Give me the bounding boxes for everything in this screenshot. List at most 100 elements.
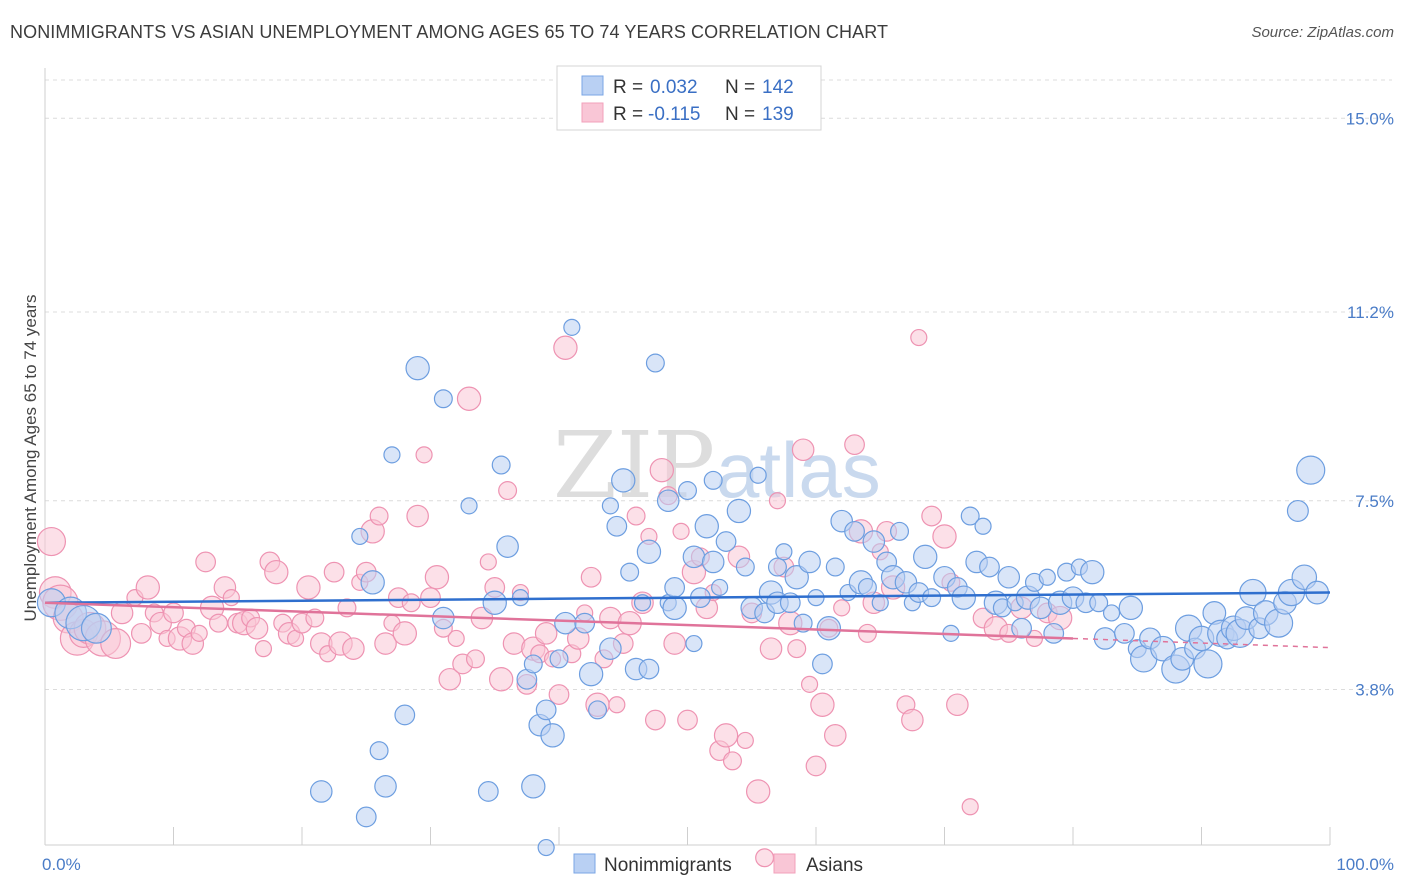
legend-r-label-nonimmigrants: R =	[613, 77, 643, 98]
asians-point	[755, 848, 775, 868]
nonimmigrants-trend-line	[44, 591, 1331, 604]
asians-point	[768, 492, 787, 510]
asians-point	[534, 622, 558, 645]
y-tick-label: 11.2%	[1347, 303, 1394, 322]
nonimmigrants-point	[798, 550, 821, 574]
y-tick-labels: 3.8% 7.5% 11.2% 15.0%	[1346, 109, 1394, 699]
nonimmigrants-point	[405, 355, 430, 381]
asians-point	[810, 692, 835, 717]
y-tick-label: 7.5%	[1355, 492, 1394, 511]
asians-point	[420, 587, 441, 609]
nonimmigrants-point	[749, 466, 767, 484]
asians-point	[759, 637, 783, 660]
y-tick-label: 3.8%	[1355, 680, 1394, 699]
nonimmigrants-point	[374, 775, 397, 798]
nonimmigrants-point	[599, 637, 622, 660]
nonimmigrants-point	[482, 590, 507, 615]
nonimmigrants-point	[588, 700, 608, 720]
nonimmigrants-point	[1113, 622, 1135, 644]
y-axis-label: Unemployment Among Ages 65 to 74 years	[21, 295, 40, 622]
nonimmigrants-point	[537, 838, 555, 857]
watermark-zip: ZIP	[553, 412, 715, 519]
nonimmigrants-point	[563, 318, 581, 336]
asians-point	[644, 709, 666, 731]
asians-point	[787, 639, 807, 659]
nonimmigrants-point	[685, 634, 703, 653]
nonimmigrants-point	[80, 612, 112, 644]
asians-point	[323, 561, 345, 583]
nonimmigrants-point	[1093, 627, 1117, 650]
nonimmigrants-point	[477, 781, 499, 802]
nonimmigrants-point	[351, 527, 369, 546]
asians-point	[190, 624, 208, 642]
nonimmigrants-point	[636, 539, 662, 564]
nonimmigrants-point	[784, 565, 809, 590]
nonimmigrants-point	[620, 562, 640, 582]
nonimmigrants-point	[682, 545, 706, 569]
nonimmigrants-point	[703, 470, 723, 490]
nonimmigrants-point	[701, 550, 725, 574]
legend-r-value-asians: -0.115	[648, 104, 700, 125]
asians-point	[456, 386, 482, 411]
nonimmigrants-point	[913, 544, 938, 570]
asians-point	[663, 632, 686, 655]
asians-point	[580, 566, 602, 588]
axes	[44, 68, 1331, 846]
asians-point	[677, 709, 698, 731]
series-legend: Nonimmigrants Asians	[573, 853, 863, 876]
nonimmigrants-point	[1043, 622, 1065, 644]
nonimmigrants-point	[360, 570, 385, 595]
nonimmigrants-point	[715, 531, 737, 552]
nonimmigrants-points	[36, 318, 1330, 857]
asians-point	[222, 589, 240, 607]
nonimmigrants-point	[606, 515, 628, 537]
asians-point	[932, 524, 957, 549]
asians-point	[305, 608, 325, 628]
x-tick-label-min: 0.0%	[42, 855, 81, 874]
nonimmigrants-point	[523, 654, 543, 674]
legend-n-value-asians: 139	[762, 104, 794, 125]
asians-point	[245, 616, 269, 640]
nonimmigrants-point	[645, 353, 665, 373]
y-tick-label: 15.0%	[1346, 109, 1394, 128]
asians-point	[488, 667, 514, 692]
nonimmigrants-point	[383, 446, 401, 464]
nonimmigrants-point	[549, 649, 569, 669]
nonimmigrants-point	[540, 723, 565, 748]
nonimmigrants-point	[1286, 499, 1309, 522]
asians-point	[736, 731, 754, 750]
asians-point	[374, 632, 397, 655]
nonimmigrants-point	[611, 468, 636, 493]
asians-point	[465, 649, 485, 669]
legend-r-value-nonimmigrants: 0.032	[650, 77, 698, 98]
legend-swatch-asians	[581, 102, 604, 123]
asians-point	[208, 613, 228, 633]
nonimmigrants-point	[677, 481, 697, 501]
nonimmigrants-point	[369, 741, 389, 761]
asians-point	[910, 328, 928, 347]
asians-point	[672, 522, 690, 540]
asians-point	[961, 798, 979, 816]
nonimmigrants-point	[433, 389, 453, 409]
asians-point	[406, 504, 429, 528]
nonimmigrants-point	[812, 653, 833, 675]
nonimmigrants-point	[951, 585, 976, 610]
asians-point	[424, 565, 450, 590]
nonimmigrants-point	[355, 806, 377, 828]
chart-title: NONIMMIGRANTS VS ASIAN UNEMPLOYMENT AMON…	[10, 22, 889, 42]
nonimmigrants-point	[638, 658, 660, 680]
asians-point	[901, 708, 924, 732]
trend-lines	[44, 591, 1331, 649]
asians-trend-extension	[1072, 637, 1331, 649]
nonimmigrants-point	[857, 577, 877, 597]
nonimmigrants-point	[997, 565, 1021, 589]
asians-trend-line	[44, 601, 1074, 640]
nonimmigrants-point	[775, 543, 793, 561]
asians-point	[438, 667, 462, 691]
nonimmigrants-point	[1150, 635, 1176, 662]
nonimmigrants-point	[309, 780, 333, 803]
nonimmigrants-point	[1296, 455, 1326, 485]
asians-point	[823, 724, 847, 747]
asians-point	[479, 553, 497, 571]
nonimmigrants-point	[1102, 604, 1121, 622]
